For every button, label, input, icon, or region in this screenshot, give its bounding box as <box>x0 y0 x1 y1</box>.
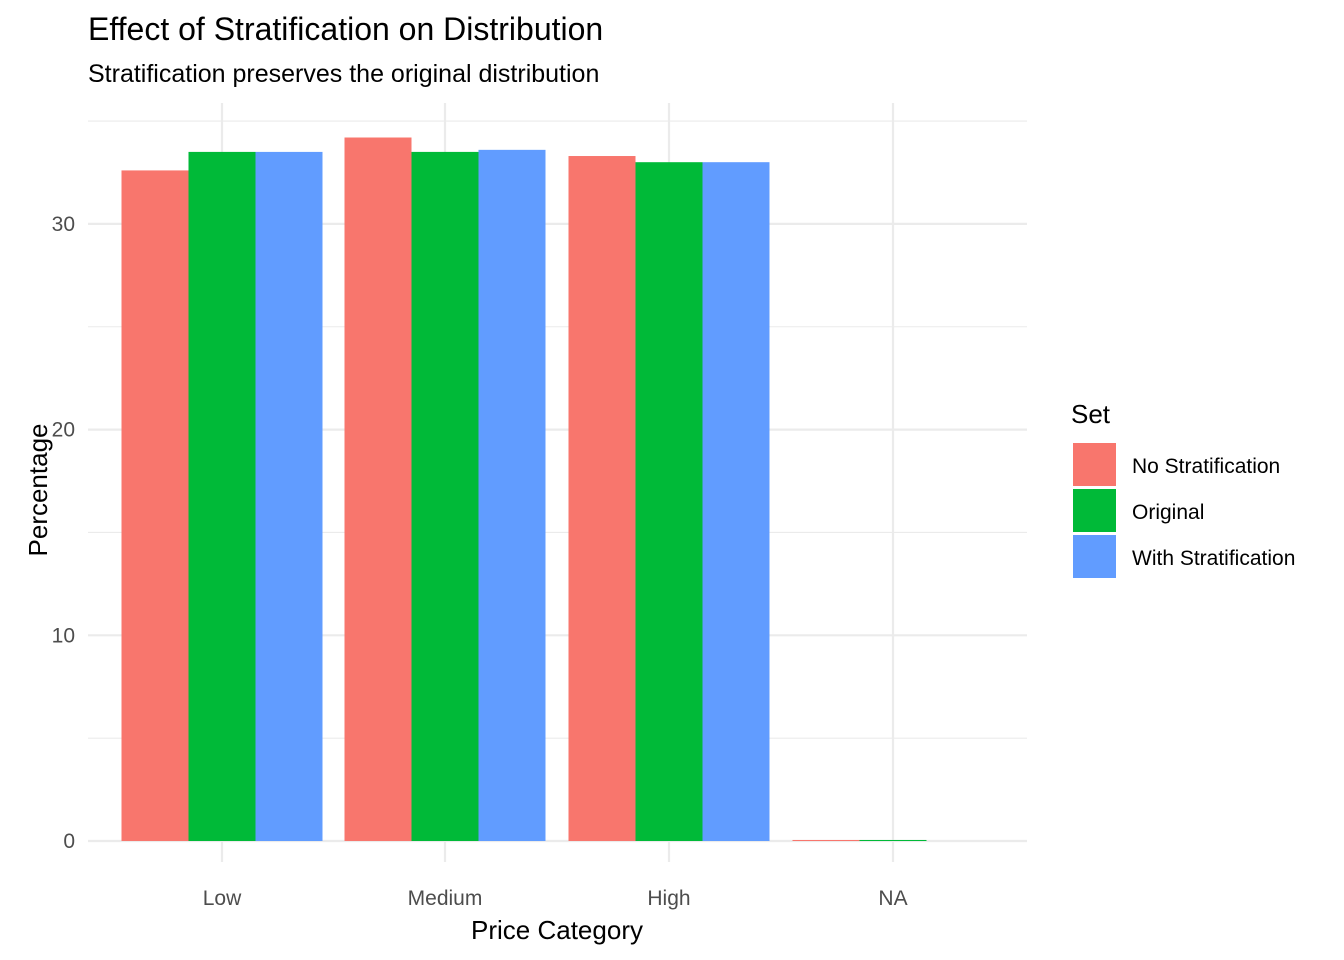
bar <box>478 149 546 841</box>
bar <box>792 839 860 841</box>
legend-label: Original <box>1132 501 1204 524</box>
legend-label: No Stratification <box>1132 455 1280 478</box>
x-axis-ticks: Low Medium High NA <box>203 887 908 910</box>
bar <box>635 162 703 841</box>
bar <box>188 151 256 841</box>
chart-subtitle: Stratification preserves the original di… <box>88 60 599 88</box>
legend: Set No Stratification Original With Strati… <box>1071 399 1295 578</box>
x-axis-title: Price Category <box>471 915 643 945</box>
bar <box>121 170 189 842</box>
x-tick-label: High <box>647 887 690 910</box>
bar <box>859 839 927 841</box>
y-axis-title: Percentage <box>23 424 53 557</box>
y-axis-ticks: 0 10 20 30 <box>52 213 75 853</box>
bar <box>411 151 479 841</box>
x-tick-label: Low <box>203 887 242 910</box>
legend-key <box>1073 443 1116 486</box>
bars <box>121 137 927 842</box>
bar <box>702 162 770 841</box>
x-tick-label: NA <box>878 887 907 910</box>
legend-key <box>1073 535 1116 578</box>
bar <box>568 156 636 842</box>
x-tick-label: Medium <box>408 887 483 910</box>
y-tick-label: 10 <box>52 624 75 647</box>
bar <box>255 151 323 841</box>
y-tick-label: 0 <box>63 830 75 853</box>
legend-key <box>1073 489 1116 532</box>
y-tick-label: 30 <box>52 213 75 236</box>
legend-label: With Stratification <box>1132 547 1295 570</box>
bar <box>344 137 412 842</box>
legend-title: Set <box>1071 399 1111 429</box>
chart-title: Effect of Stratification on Distribution <box>88 11 603 47</box>
y-tick-label: 20 <box>52 419 75 442</box>
